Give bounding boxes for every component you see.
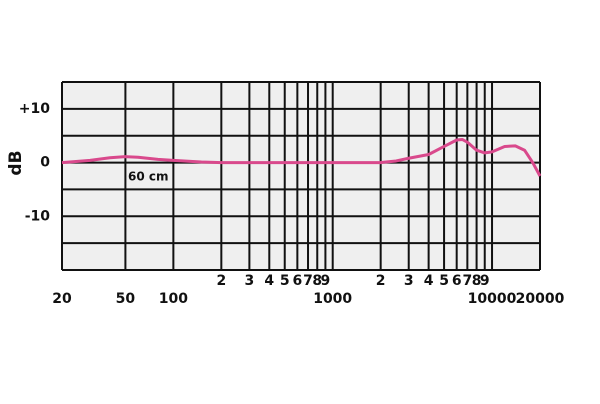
x-tick-label: 9 bbox=[321, 273, 331, 289]
x-tick-label: 4 bbox=[424, 273, 434, 289]
x-tick-label: 5 bbox=[280, 273, 290, 289]
x-tick-label: 3 bbox=[404, 273, 414, 289]
x-tick-label: 1000 bbox=[313, 291, 352, 307]
plot-area bbox=[62, 82, 540, 270]
x-tick-label: 10000 bbox=[468, 291, 517, 307]
x-tick-label: 20 bbox=[52, 291, 72, 307]
data-line bbox=[61, 137, 542, 177]
x-tick-label: 2 bbox=[376, 273, 386, 289]
x-tick-label: 100 bbox=[159, 291, 188, 307]
x-tick-label: 50 bbox=[116, 291, 136, 307]
x-tick-label: 7 bbox=[303, 273, 313, 289]
x-tick-label: 7 bbox=[462, 273, 472, 289]
y-tick-label: 0 bbox=[40, 155, 50, 171]
x-tick-label: 5 bbox=[439, 273, 449, 289]
x-tick-label: 6 bbox=[292, 273, 302, 289]
x-tick-label: 4 bbox=[264, 273, 274, 289]
x-tick-label: 6 bbox=[452, 273, 462, 289]
x-tick-label: 2 bbox=[216, 273, 226, 289]
x-tick-label: 9 bbox=[480, 273, 490, 289]
y-axis-label: dB bbox=[6, 150, 26, 175]
y-tick-label: -10 bbox=[25, 208, 51, 224]
x-tick-label: 20000 bbox=[516, 291, 565, 307]
x-tick-label: 8 bbox=[472, 273, 482, 289]
annotation: 60 cm bbox=[128, 170, 169, 184]
x-tick-label: 3 bbox=[245, 273, 255, 289]
x-tick-label: 8 bbox=[312, 273, 322, 289]
y-tick-label: +10 bbox=[19, 101, 50, 117]
